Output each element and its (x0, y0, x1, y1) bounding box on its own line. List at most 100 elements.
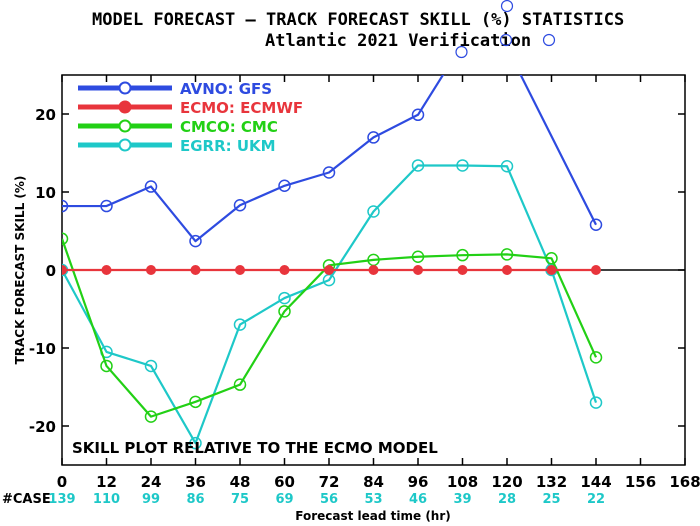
skill-note: SKILL PLOT RELATIVE TO THE ECMO MODEL (72, 439, 438, 457)
data-point-egrr (456, 159, 469, 172)
x-tick-label: 84 (363, 473, 384, 491)
data-point-egrr (367, 205, 380, 218)
legend-item-cmco: CMCO: CMC (78, 118, 278, 136)
case-count: 139 (48, 492, 75, 507)
data-point-avno (367, 131, 380, 144)
x-tick-label: 156 (625, 473, 656, 491)
offscale-markers (455, 0, 556, 59)
data-point-avno (189, 234, 202, 248)
series-layer (62, 75, 603, 450)
case-count: 39 (453, 492, 471, 507)
legend-item-egrr: EGRR: UKM (78, 137, 276, 155)
data-point-ecmo (101, 265, 112, 275)
offscale-point-avno (499, 33, 513, 47)
data-point-cmco (545, 252, 558, 265)
y-tick-label: -20 (29, 418, 56, 436)
data-point-cmco (233, 378, 247, 391)
legend-label: AVNO: GFS (180, 80, 272, 98)
y-axis-label: TRACK FORECAST SKILL (%) (13, 176, 27, 365)
case-count: 86 (186, 492, 204, 507)
offscale-point-avno (542, 33, 556, 47)
chart-title: MODEL FORECAST – TRACK FORECAST SKILL (%… (92, 10, 624, 30)
x-tick-label: 120 (491, 473, 522, 491)
data-point-ecmo (235, 265, 245, 275)
x-tick-label: 72 (319, 473, 340, 491)
data-point-egrr (500, 160, 514, 173)
series-avno (62, 75, 603, 248)
x-tick-label: 108 (447, 473, 478, 491)
legend-marker (118, 100, 132, 114)
x-tick-label: 0 (57, 473, 67, 491)
legend-marker (118, 81, 132, 95)
case-count: 69 (275, 492, 293, 507)
series-egrr (62, 159, 603, 450)
x-tick-label: 96 (408, 473, 429, 491)
data-point-ecmo (324, 265, 334, 275)
data-point-avno (144, 180, 158, 193)
series-line-egrr (62, 164, 598, 445)
data-point-avno (100, 199, 113, 213)
x-tick-label: 36 (185, 473, 206, 491)
x-tick-label: 132 (536, 473, 567, 491)
data-point-cmco (62, 232, 69, 246)
offscale-point-avno (455, 45, 468, 59)
data-point-ecmo (457, 265, 468, 275)
data-point-avno (411, 108, 425, 122)
data-point-avno (322, 166, 336, 179)
axis-ticks: 0 12 24 36 48 60 72 84 96 108 120 132 144 156 168 -20 -1… (29, 75, 700, 491)
case-count: 46 (409, 492, 427, 507)
legend-marker (118, 119, 132, 133)
data-point-cmco (278, 305, 291, 318)
case-count: 110 (93, 492, 120, 507)
legend-item-avno: AVNO: GFS (78, 80, 272, 98)
cases-row: 139 110 99 86 75 69 56 53 46 39 28 25 22 (48, 492, 605, 507)
y-tick-label: 0 (46, 262, 56, 280)
data-point-cmco (144, 410, 158, 423)
case-count: 22 (587, 492, 605, 507)
data-point-cmco (411, 250, 425, 263)
case-count: 99 (142, 492, 160, 507)
legend-marker (118, 138, 132, 152)
data-point-egrr (144, 359, 158, 373)
data-point-egrr (411, 159, 425, 172)
offscale-point-avno (500, 0, 514, 13)
data-point-cmco (100, 359, 113, 373)
x-tick-label: 48 (230, 473, 251, 491)
data-point-cmco (456, 248, 469, 262)
data-point-egrr (189, 436, 202, 450)
data-point-avno (62, 199, 69, 213)
data-point-egrr (278, 291, 291, 305)
data-point-cmco (189, 395, 202, 409)
case-count: 25 (542, 492, 560, 507)
x-tick-label: 144 (580, 473, 611, 491)
data-point-cmco (589, 351, 603, 364)
x-tick-label: 60 (274, 473, 295, 491)
data-point-ecmo (279, 265, 290, 275)
legend-label: EGRR: UKM (180, 137, 276, 155)
x-tick-label: 24 (141, 473, 162, 491)
legend-item-ecmo: ECMO: ECMWF (78, 99, 303, 117)
data-point-ecmo (190, 265, 201, 275)
series-line-avno (62, 75, 597, 243)
case-count: 53 (364, 492, 382, 507)
legend-label: CMCO: CMC (180, 118, 278, 136)
case-count: 56 (320, 492, 338, 507)
data-point-ecmo (413, 265, 423, 275)
data-point-ecmo (502, 265, 512, 275)
data-point-ecmo (146, 265, 156, 275)
legend-label: ECMO: ECMWF (180, 99, 303, 117)
x-tick-label: 12 (96, 473, 117, 491)
x-axis-label: Forecast lead time (hr) (295, 509, 451, 523)
data-point-ecmo (546, 265, 557, 275)
case-count: 75 (231, 492, 249, 507)
x-tick-label: 168 (669, 473, 700, 491)
data-point-egrr (589, 396, 603, 409)
data-point-ecmo (62, 265, 67, 275)
case-count: 28 (498, 492, 516, 507)
data-point-avno (278, 179, 291, 193)
series-ecmo (62, 265, 601, 275)
data-point-ecmo (368, 265, 379, 275)
data-point-cmco (500, 248, 514, 261)
